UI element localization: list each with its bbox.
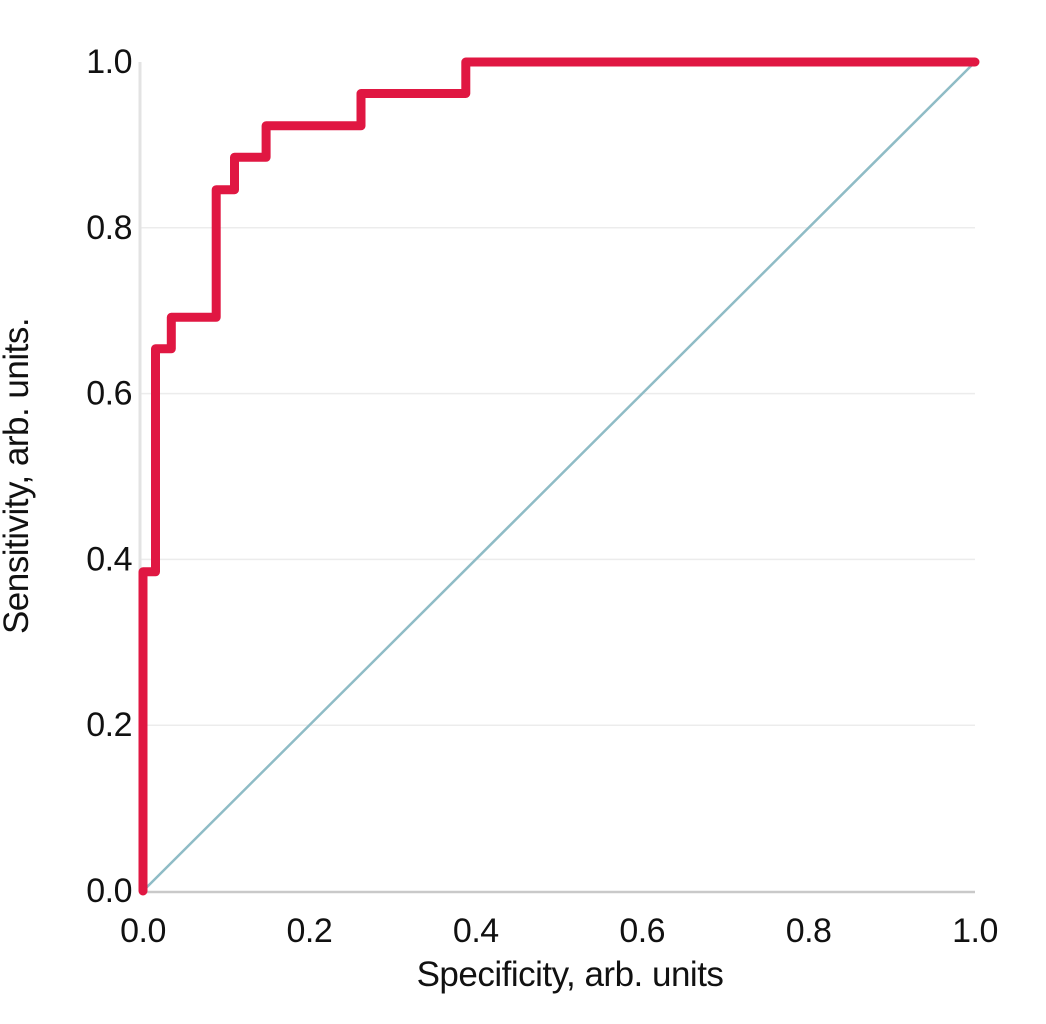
gridlines <box>140 227 975 726</box>
chance-diagonal <box>141 60 977 893</box>
roc-curve <box>138 57 980 896</box>
y-tick-label-0.6: 0.6 <box>86 375 132 413</box>
x-tick-label-0.0: 0.0 <box>120 912 166 950</box>
x-tick-label-0.6: 0.6 <box>619 912 665 950</box>
x-tick-label-1.0: 1.0 <box>952 912 998 950</box>
tick-labels: 0.0 0.2 0.4 0.6 0.8 1.0 0.0 0.2 0.4 0.6 0.8 1.0 <box>86 43 998 950</box>
series-lines <box>138 57 980 896</box>
y-tick-label-0.4: 0.4 <box>86 540 132 578</box>
x-tick-label-0.4: 0.4 <box>453 912 499 950</box>
y-tick-label-1.0: 1.0 <box>86 43 132 81</box>
x-axis-title: Specificity, arb. units <box>417 955 724 994</box>
y-tick-label-0.2: 0.2 <box>86 706 132 744</box>
y-axis-title: Sensitivity, arb. units. <box>0 318 36 634</box>
x-tick-label-0.8: 0.8 <box>786 912 832 950</box>
x-tick-label-0.2: 0.2 <box>287 912 333 950</box>
y-tick-label-0.0: 0.0 <box>86 872 132 910</box>
y-tick-label-0.8: 0.8 <box>86 209 132 247</box>
